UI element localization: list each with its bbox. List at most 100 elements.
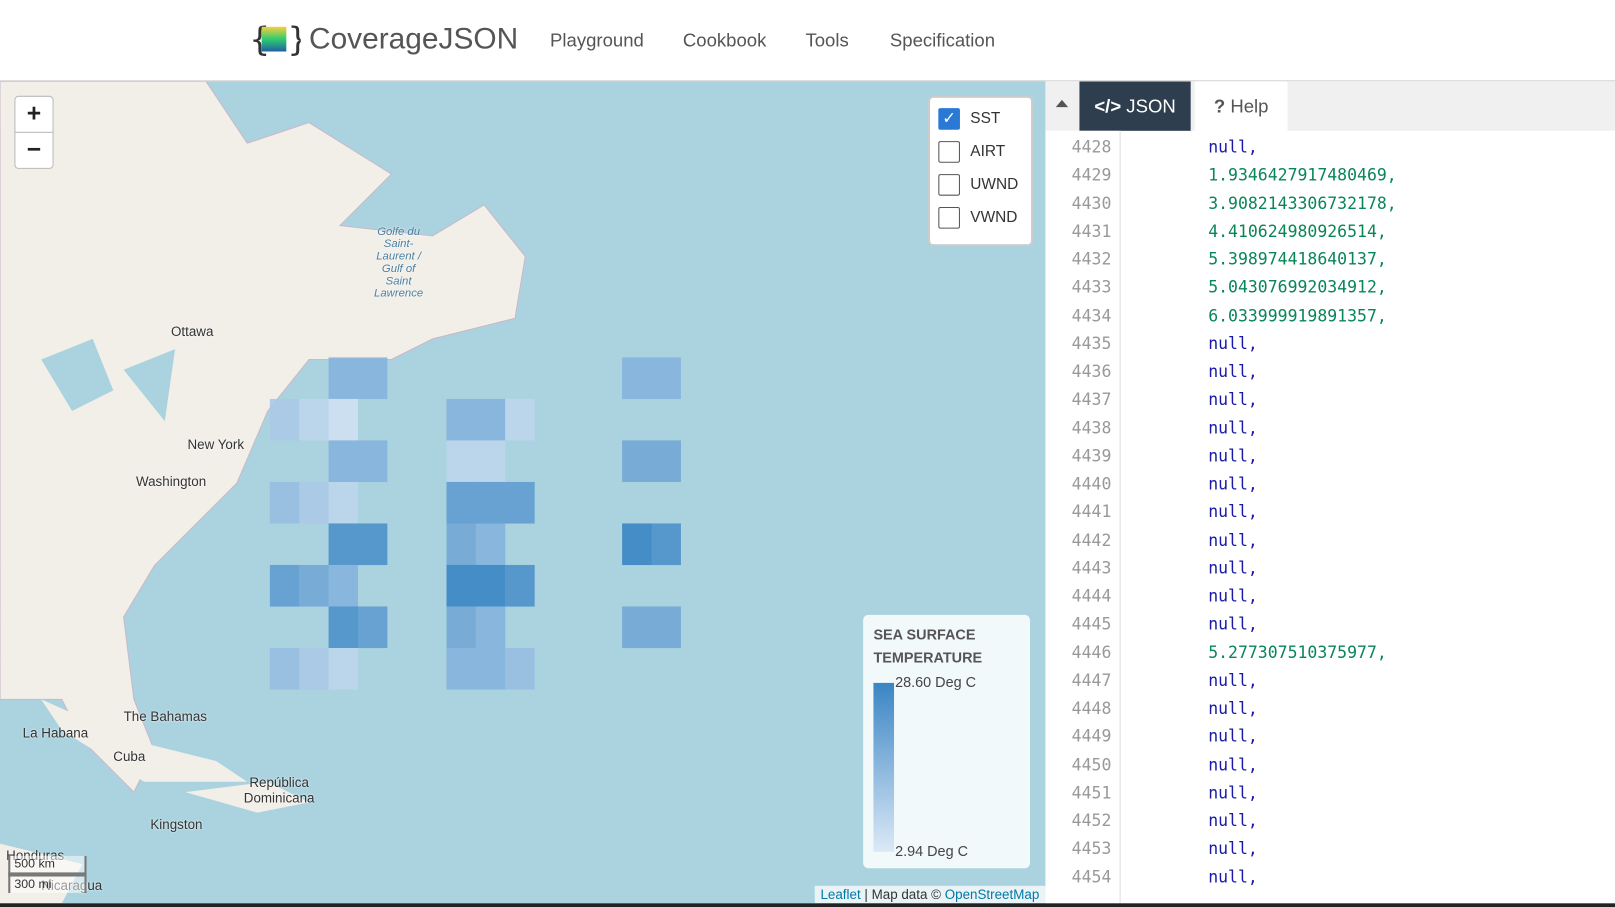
line-number: 4435 bbox=[1071, 333, 1112, 354]
collapse-arrow[interactable] bbox=[1055, 99, 1069, 108]
navbar: { } CoverageJSON Playground Cookbook Too… bbox=[0, 0, 1615, 82]
nav-link[interactable]: Cookbook bbox=[682, 29, 767, 51]
layer-option[interactable]: VWND bbox=[938, 207, 1017, 232]
coverage-cell bbox=[446, 523, 476, 566]
coverage-cell bbox=[475, 481, 506, 524]
coverage-cell bbox=[475, 440, 506, 483]
coverage-cell bbox=[299, 481, 329, 524]
line-number: 4454 bbox=[1071, 866, 1112, 887]
code-line: null, bbox=[1208, 866, 1258, 887]
link[interactable]: Leaflet bbox=[820, 886, 861, 903]
code-line: null, bbox=[1208, 586, 1258, 606]
code-line: null, bbox=[1208, 838, 1258, 859]
place-label: Kingston bbox=[150, 816, 203, 833]
map[interactable]: + − ✓ SST AIRT UWND VWND Ottawa New York Was… bbox=[0, 81, 1046, 904]
code-line: 4.410624980926514, bbox=[1208, 221, 1387, 241]
coverage-cell bbox=[269, 398, 300, 441]
layer-label: VWND bbox=[970, 208, 1018, 227]
svg-text:}: } bbox=[287, 20, 300, 59]
code-line: 1.9346427917480469, bbox=[1208, 165, 1397, 185]
place-label: Ottawa bbox=[170, 323, 214, 339]
code-line: null, bbox=[1208, 782, 1258, 803]
scale-mi: 300 mi bbox=[8, 874, 87, 894]
coverage-cell bbox=[505, 398, 535, 441]
place-label: República Dominicana bbox=[243, 774, 315, 806]
tab[interactable]: ? Help bbox=[1194, 81, 1288, 131]
place-label: New York bbox=[187, 436, 245, 453]
coverage-cell bbox=[357, 606, 388, 649]
zoom-in[interactable]: + bbox=[14, 95, 54, 133]
code-line: null, bbox=[1208, 333, 1258, 354]
layer-label: AIRT bbox=[970, 142, 1006, 161]
coverage-cell bbox=[475, 647, 506, 690]
layer-control: ✓ SST AIRT UWND VWND bbox=[928, 95, 1034, 247]
logo[interactable]: { } bbox=[249, 20, 300, 59]
coverage-cell bbox=[651, 357, 681, 400]
coverage-cell bbox=[446, 440, 476, 483]
tab[interactable]: </> JSON bbox=[1079, 81, 1191, 131]
brand[interactable]: CoverageJSON bbox=[309, 22, 519, 56]
coverage-cell bbox=[446, 606, 476, 649]
layer-option[interactable]: AIRT bbox=[938, 141, 1005, 166]
nav-link[interactable]: Playground bbox=[550, 29, 644, 51]
coverage-cell bbox=[269, 564, 300, 607]
checkbox[interactable] bbox=[938, 207, 960, 229]
line-number: 4440 bbox=[1071, 473, 1112, 494]
line-number: 4429 bbox=[1071, 165, 1112, 185]
checkbox[interactable]: ✓ bbox=[938, 108, 960, 130]
line-number: 4433 bbox=[1071, 277, 1112, 297]
coverage-cell bbox=[357, 440, 388, 483]
legend-min: 2.94 Deg C bbox=[895, 842, 969, 860]
coverage-cell bbox=[475, 564, 506, 607]
line-number: 4444 bbox=[1071, 586, 1112, 606]
line-number: 4434 bbox=[1071, 305, 1112, 325]
line-number: 4428 bbox=[1071, 136, 1112, 157]
place-label: Washington bbox=[135, 473, 207, 490]
code-editor[interactable]: </> JSON ? Help 4428 4429 4430 4431 4432 4433… bbox=[1045, 81, 1615, 904]
nav-link[interactable]: Specification bbox=[889, 29, 996, 51]
attribution: Leaflet | Map data © OpenStreetMap bbox=[814, 885, 1046, 904]
layer-label: UWND bbox=[970, 175, 1019, 194]
checkbox[interactable] bbox=[938, 141, 960, 163]
nav-link[interactable]: Tools bbox=[805, 29, 849, 51]
code-line: null, bbox=[1208, 698, 1258, 718]
code-line: null, bbox=[1208, 614, 1258, 634]
layer-option[interactable]: UWND bbox=[938, 174, 1018, 199]
scrollbar bbox=[0, 903, 1615, 907]
code-line: null, bbox=[1208, 136, 1258, 157]
code-line: 3.9082143306732178, bbox=[1208, 193, 1397, 213]
coverage-cell bbox=[299, 398, 329, 441]
line-number: 4441 bbox=[1071, 501, 1112, 522]
code-line: null, bbox=[1208, 389, 1258, 410]
coverage-cell bbox=[328, 606, 359, 649]
checkbox[interactable] bbox=[938, 174, 960, 196]
coverage-cell bbox=[505, 481, 535, 524]
legend: SEA SURFACE TEMPERATURE 28.60 Deg C 2.94… bbox=[863, 614, 1030, 869]
place-label: La Habana bbox=[22, 725, 89, 741]
code-line: null, bbox=[1208, 670, 1258, 690]
coverage-cell bbox=[446, 481, 476, 524]
coverage-cell bbox=[622, 606, 652, 649]
line-number: 4437 bbox=[1071, 389, 1112, 410]
tab-label: JSON bbox=[1126, 95, 1176, 117]
coverage-cell bbox=[299, 647, 329, 690]
place-label: Golfe du Saint-Laurent / Gulf of Saint L… bbox=[374, 225, 424, 300]
scale-bar: 500 km 300 mi bbox=[8, 855, 87, 894]
layer-option[interactable]: ✓ SST bbox=[938, 108, 1000, 133]
coverage-cell bbox=[475, 523, 506, 566]
zoom-out[interactable]: − bbox=[14, 131, 54, 169]
link[interactable]: OpenStreetMap bbox=[944, 886, 1040, 903]
code-line: null, bbox=[1208, 473, 1258, 494]
coverage-cell bbox=[622, 440, 652, 483]
code-line: null, bbox=[1208, 726, 1258, 746]
coverage-cell bbox=[299, 564, 329, 607]
coverage-cell bbox=[446, 398, 476, 441]
coverage-cell bbox=[328, 564, 359, 607]
line-number: 4443 bbox=[1071, 558, 1112, 578]
tab-bar: </> JSON ? Help bbox=[1045, 81, 1615, 131]
code-line: null, bbox=[1208, 501, 1258, 522]
code-line: null, bbox=[1208, 810, 1258, 831]
code-line: null, bbox=[1208, 361, 1258, 382]
line-number: 4439 bbox=[1071, 445, 1112, 466]
line-number: 4430 bbox=[1071, 193, 1112, 213]
